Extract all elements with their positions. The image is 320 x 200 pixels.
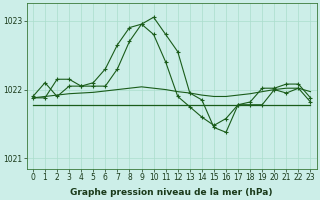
X-axis label: Graphe pression niveau de la mer (hPa): Graphe pression niveau de la mer (hPa) [70, 188, 273, 197]
